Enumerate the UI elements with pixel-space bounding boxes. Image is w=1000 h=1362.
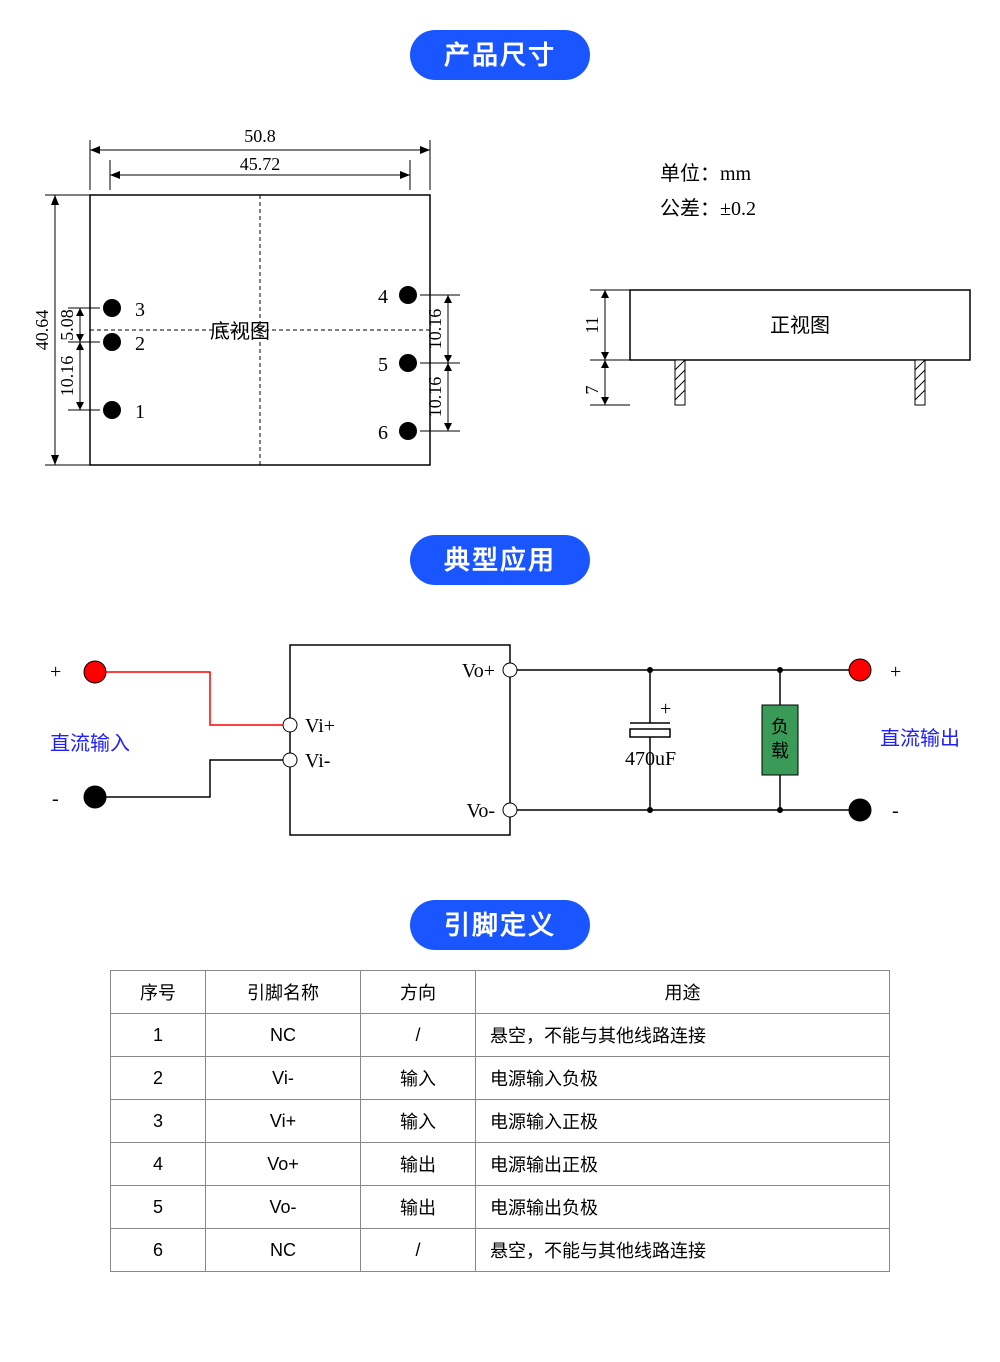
- front-pin-left: [675, 360, 685, 405]
- table-cell: /: [361, 1229, 476, 1272]
- pin-6-num: 6: [378, 422, 388, 444]
- col-index: 序号: [111, 971, 206, 1014]
- load-label-2: 载: [771, 741, 789, 761]
- col-dir: 方向: [361, 971, 476, 1014]
- table-row: 2Vi-输入电源输入负极: [111, 1057, 890, 1100]
- table-cell: 输入: [361, 1100, 476, 1143]
- cap-value: 470uF: [625, 748, 676, 770]
- table-row: 3Vi+输入电源输入正极: [111, 1100, 890, 1143]
- col-name: 引脚名称: [206, 971, 361, 1014]
- table-row: 1NC/悬空，不能与其他线路连接: [111, 1014, 890, 1057]
- cap-plus: +: [660, 698, 671, 720]
- table-row: 6NC/悬空，不能与其他线路连接: [111, 1229, 890, 1272]
- pin-1-dot: [103, 401, 121, 419]
- section-badge-application: 典型应用: [410, 535, 590, 585]
- pin-definition-table: 序号 引脚名称 方向 用途 1NC/悬空，不能与其他线路连接2Vi-输入电源输入…: [110, 970, 890, 1272]
- output-neg-terminal: [849, 799, 871, 821]
- dim-10-16-left: 10.16: [57, 356, 77, 397]
- table-header-row: 序号 引脚名称 方向 用途: [111, 971, 890, 1014]
- pin-4-num: 4: [378, 286, 388, 308]
- table-cell: 电源输入正极: [476, 1100, 890, 1143]
- table-cell: 输入: [361, 1057, 476, 1100]
- table-cell: 悬空，不能与其他线路连接: [476, 1229, 890, 1272]
- pin-5-num: 5: [378, 354, 388, 376]
- vi-plus-label: Vi+: [305, 715, 335, 737]
- dim-height: 40.64: [32, 310, 52, 351]
- load-label-1: 负: [771, 717, 789, 737]
- section-badge-pins: 引脚定义: [410, 900, 590, 950]
- dim-10-16-r2: 10.16: [425, 377, 445, 418]
- pin-3-dot: [103, 299, 121, 317]
- input-pos-terminal: [84, 661, 106, 683]
- table-cell: 电源输入负极: [476, 1057, 890, 1100]
- section-badge-dimensions: 产品尺寸: [410, 30, 590, 80]
- table-cell: NC: [206, 1014, 361, 1057]
- vi-minus-label: Vi-: [305, 750, 330, 772]
- output-plus: +: [890, 661, 901, 683]
- pin-6-dot: [399, 422, 417, 440]
- table-cell: Vo-: [206, 1186, 361, 1229]
- table-cell: 电源输出正极: [476, 1143, 890, 1186]
- input-plus: +: [50, 661, 61, 683]
- dc-input-label: 直流输入: [50, 732, 130, 755]
- dim-pin-length: 7: [582, 386, 602, 395]
- table-cell: 悬空，不能与其他线路连接: [476, 1014, 890, 1057]
- bottom-view-label: 底视图: [210, 320, 270, 343]
- table-row: 4Vo+输出电源输出正极: [111, 1143, 890, 1186]
- input-minus: -: [52, 788, 59, 810]
- table-cell: 5: [111, 1186, 206, 1229]
- dim-width-inner: 45.72: [240, 154, 281, 174]
- vo-minus-label: Vo-: [466, 800, 495, 822]
- table-cell: 电源输出负极: [476, 1186, 890, 1229]
- table-cell: Vi+: [206, 1100, 361, 1143]
- application-circuit: Vi+ Vi- Vo+ Vo- + 直流输入 - + 470uF 负 载 + -…: [0, 605, 1000, 865]
- pin-2-num: 2: [135, 333, 145, 355]
- table-cell: /: [361, 1014, 476, 1057]
- output-pos-terminal: [849, 659, 871, 681]
- table-cell: 2: [111, 1057, 206, 1100]
- dc-output-label: 直流输出: [880, 727, 960, 750]
- output-minus: -: [892, 800, 899, 822]
- dim-body-height: 11: [582, 316, 602, 333]
- table-cell: NC: [206, 1229, 361, 1272]
- front-view-label: 正视图: [770, 314, 830, 337]
- table-cell: 4: [111, 1143, 206, 1186]
- col-use: 用途: [476, 971, 890, 1014]
- dim-width-outer: 50.8: [244, 126, 276, 146]
- table-cell: Vo+: [206, 1143, 361, 1186]
- dimensions-diagram: 50.8 45.72 40.64 底视图 3 2 1: [0, 100, 1000, 500]
- dim-10-16-r1: 10.16: [425, 309, 445, 350]
- vo-plus-label: Vo+: [462, 660, 495, 682]
- pin-4-dot: [399, 286, 417, 304]
- front-pin-right: [915, 360, 925, 405]
- table-row: 5Vo-输出电源输出负极: [111, 1186, 890, 1229]
- pin-3-num: 3: [135, 299, 145, 321]
- pin-1-num: 1: [135, 401, 145, 423]
- load-box: [762, 705, 798, 775]
- table-cell: 3: [111, 1100, 206, 1143]
- input-neg-terminal: [84, 786, 106, 808]
- pin-2-dot: [103, 333, 121, 351]
- table-cell: Vi-: [206, 1057, 361, 1100]
- dim-5-08: 5.08: [57, 309, 77, 341]
- tolerance-text: 公差：±0.2: [660, 197, 756, 220]
- units-text: 单位：mm: [660, 162, 752, 185]
- table-cell: 输出: [361, 1186, 476, 1229]
- pin-5-dot: [399, 354, 417, 372]
- table-cell: 输出: [361, 1143, 476, 1186]
- table-cell: 6: [111, 1229, 206, 1272]
- table-cell: 1: [111, 1014, 206, 1057]
